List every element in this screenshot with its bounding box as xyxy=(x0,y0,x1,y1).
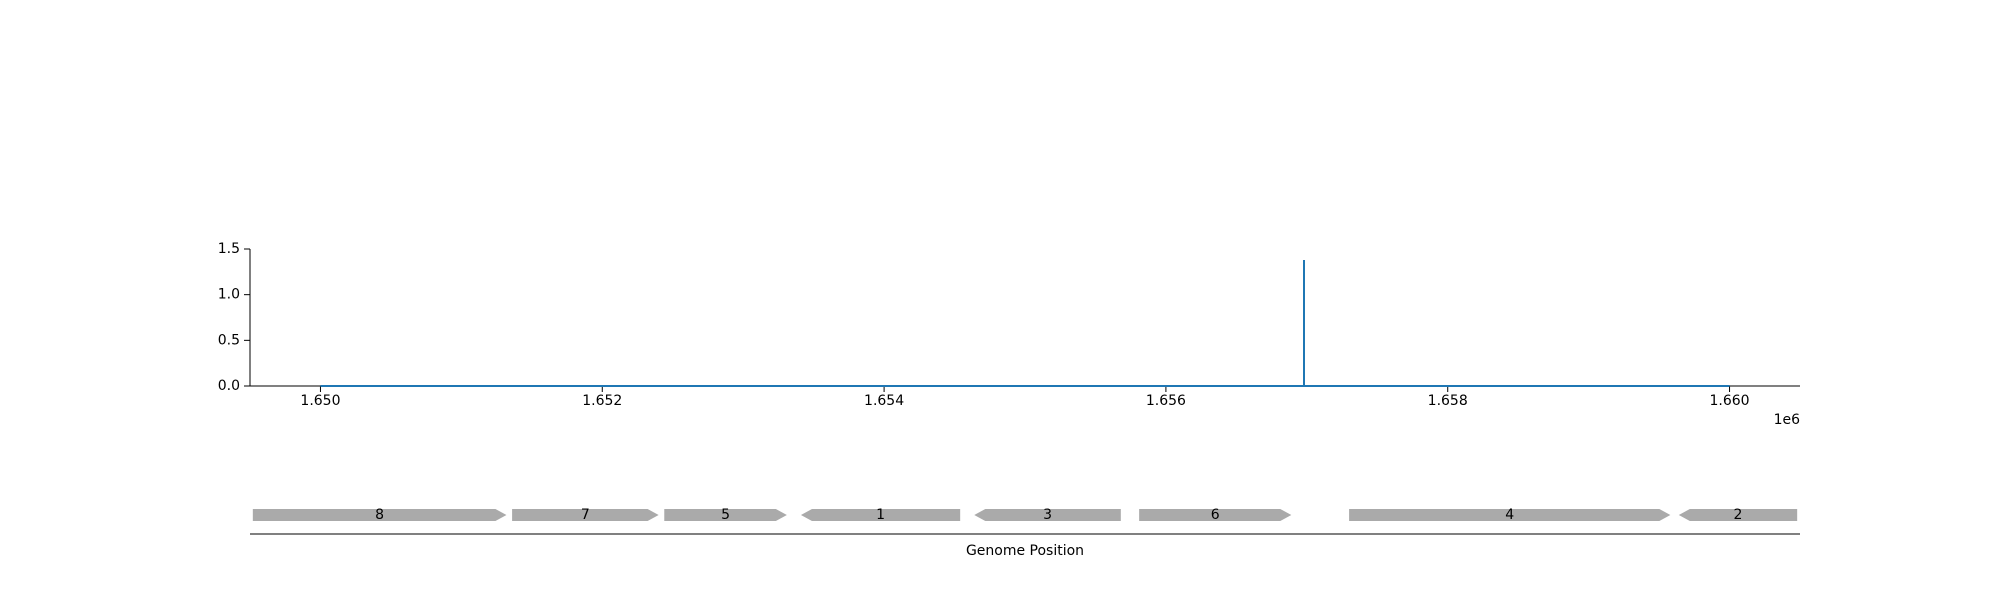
x-axis-label: Genome Position xyxy=(966,543,1084,559)
gene-label: 3 xyxy=(1043,507,1052,523)
genes-layer: 8 7 5 1 3 6 4 2 xyxy=(252,507,1798,523)
gene-label: 7 xyxy=(581,507,590,523)
gene-label: 6 xyxy=(1211,507,1220,523)
gene-label: 2 xyxy=(1734,507,1743,523)
y-tick-label: 1.0 xyxy=(218,287,240,303)
y-ticks: 0.0 0.5 1.0 1.5 xyxy=(218,241,250,394)
gene-arrow xyxy=(1678,509,1798,521)
x-ticks: 1.650 1.652 1.654 1.656 1.658 1.660 xyxy=(300,386,1750,409)
gene-arrow xyxy=(664,509,787,521)
x-tick-label: 1.660 xyxy=(1709,393,1749,409)
series-layer xyxy=(320,259,1730,387)
y-tick-label: 0.0 xyxy=(218,378,240,394)
y-tick-label: 0.5 xyxy=(218,332,240,348)
coverage-plot: 0.00.51.01.5 1.650 1.652 1.654 1.656 1.658 1.… xyxy=(218,241,1800,428)
gene-arrow xyxy=(1139,509,1292,521)
x-tick-label: 1.652 xyxy=(582,393,622,409)
x-tick-label: 1.654 xyxy=(864,393,904,409)
x-offset-label: 1e6 xyxy=(1774,412,1801,428)
coverage-line xyxy=(320,259,1730,387)
gene-arrow xyxy=(512,509,659,521)
gene-label: 4 xyxy=(1505,507,1514,523)
gene-label: 8 xyxy=(375,507,384,523)
gene-arrow xyxy=(1349,509,1671,521)
gene-arrow xyxy=(800,509,961,521)
gene-track: 8 7 5 1 3 6 4 2 Genome Position xyxy=(250,507,1800,559)
gene-arrow xyxy=(252,509,507,521)
gene-label: 5 xyxy=(721,507,730,523)
x-tick-label: 1.656 xyxy=(1146,393,1186,409)
y-tick-label: 1.5 xyxy=(218,241,240,257)
gene-arrow xyxy=(974,509,1121,521)
gene-label: 1 xyxy=(876,507,885,523)
x-tick-label: 1.650 xyxy=(300,393,340,409)
x-tick-label: 1.658 xyxy=(1428,393,1468,409)
